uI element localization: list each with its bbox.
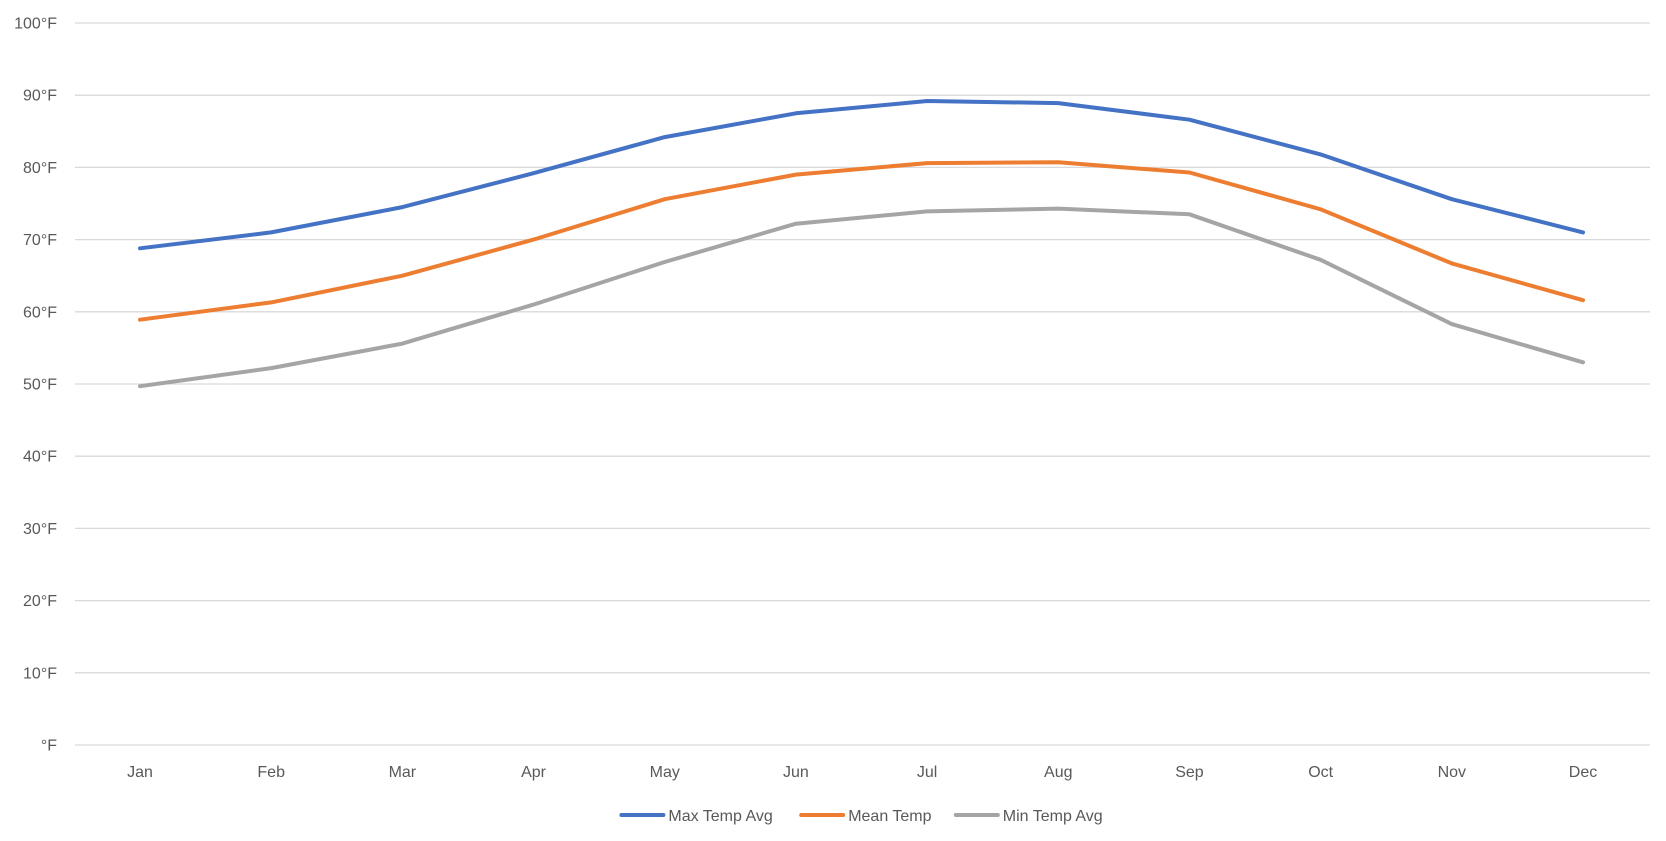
x-tick-label: Jul	[917, 764, 937, 781]
y-tick-label: 40°F	[23, 449, 57, 466]
x-tick-label: Dec	[1569, 764, 1597, 781]
y-tick-label: 60°F	[23, 304, 57, 321]
x-tick-label: Aug	[1044, 764, 1072, 781]
legend-label-max-temp-avg: Max Temp Avg	[668, 808, 772, 825]
gridlines	[75, 22, 1650, 746]
x-tick-label: Jan	[127, 764, 153, 781]
y-tick-label: 100°F	[14, 16, 57, 33]
y-tick-label: 70°F	[23, 232, 57, 249]
series-line-min-temp-avg	[138, 206, 1585, 389]
y-tick-label: °F	[41, 738, 57, 755]
y-axis-tick-labels: °F 10°F 20°F 30°F 40°F 50°F 60°F 70°F 80°F 90°F 10…	[14, 16, 57, 755]
x-tick-label: Oct	[1308, 764, 1333, 781]
y-tick-label: 20°F	[23, 593, 57, 610]
x-tick-label: Sep	[1175, 764, 1204, 781]
x-tick-label: May	[650, 764, 680, 781]
x-tick-label: Feb	[257, 764, 285, 781]
series-lines	[138, 99, 1585, 389]
x-tick-label: Mar	[389, 764, 417, 781]
x-tick-label: Nov	[1438, 764, 1466, 781]
legend-label-min-temp-avg: Min Temp Avg	[1003, 808, 1103, 825]
legend: Max Temp Avg Mean Temp Min Temp Avg	[619, 808, 1103, 825]
y-tick-label: 90°F	[23, 88, 57, 105]
x-axis-tick-labels: Jan Feb Mar Apr May Jun Jul Aug Sep Oct Nov Dec	[127, 764, 1597, 781]
y-tick-label: 30°F	[23, 521, 57, 538]
x-tick-label: Apr	[521, 764, 547, 781]
x-tick-label: Jun	[783, 764, 809, 781]
y-tick-label: 50°F	[23, 377, 57, 394]
y-tick-label: 80°F	[23, 160, 57, 177]
y-tick-label: 10°F	[23, 665, 57, 682]
legend-label-mean-temp: Mean Temp	[848, 808, 931, 825]
series-line-mean-temp	[138, 160, 1585, 322]
series-line-max-temp-avg	[138, 99, 1585, 251]
